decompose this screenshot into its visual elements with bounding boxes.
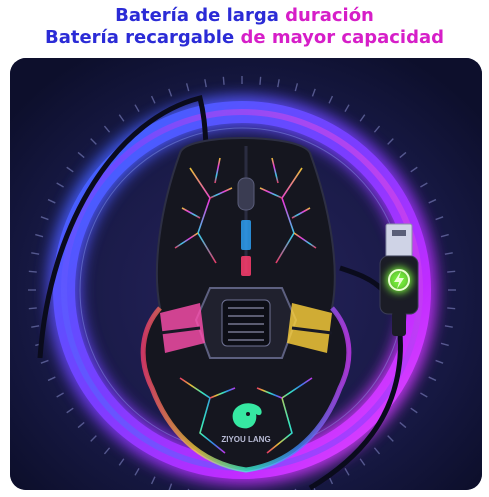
dial-tick	[90, 138, 97, 145]
dial-tick	[399, 421, 407, 429]
dial-tick	[328, 95, 334, 104]
dial-tick	[373, 447, 381, 455]
dial-tick	[77, 421, 85, 429]
dial-tick	[28, 270, 37, 273]
dragon-logo-icon	[232, 403, 262, 429]
dial-tick	[103, 447, 111, 455]
dial-tick	[435, 216, 444, 221]
dial-tick	[440, 233, 449, 238]
dial-tick	[447, 307, 456, 310]
dial-tick	[399, 151, 407, 159]
dial-tick	[420, 182, 428, 188]
headline-line-2: Batería recargable de mayor capacidad	[0, 27, 489, 49]
dial-tick	[35, 233, 44, 238]
dial-tick	[359, 114, 366, 122]
dial-tick	[440, 342, 449, 347]
dial-tick	[410, 407, 418, 414]
gaming-mouse	[140, 137, 352, 473]
dial-tick	[387, 138, 394, 145]
headline-line-1: Batería de larga duración	[0, 5, 489, 27]
dial-tick	[373, 125, 381, 133]
dial-tick	[66, 407, 74, 414]
dial-tick-marks	[28, 76, 456, 490]
dial-tick	[47, 198, 56, 204]
dial-tick	[447, 270, 456, 273]
dial-tick	[277, 79, 280, 88]
dial-tick	[294, 83, 299, 92]
dial-tick	[118, 458, 125, 466]
dial-tick	[168, 483, 173, 490]
headline-line-1-magenta: duración	[285, 5, 374, 26]
dial-tick	[410, 166, 418, 173]
dial-tick	[387, 435, 394, 442]
dial-tick	[359, 458, 366, 466]
dial-tick	[31, 252, 40, 255]
dial-tick	[134, 104, 140, 112]
headline-line-2-magenta: de mayor capacidad	[240, 27, 445, 48]
dial-tick	[31, 325, 40, 328]
headline-line-2-blue: Batería recargable	[44, 27, 241, 48]
dial-tick	[428, 198, 437, 204]
dial-tick	[344, 104, 350, 112]
dial-tick	[428, 376, 437, 382]
dial-tick	[444, 325, 453, 328]
dial-tick	[77, 151, 85, 159]
dial-tick	[344, 468, 350, 476]
dial-tick	[90, 435, 97, 442]
dial-tick	[28, 307, 37, 310]
product-scene: ZIYOU LANG	[10, 58, 482, 490]
dial-tick	[204, 79, 207, 88]
dial-tick	[150, 95, 156, 104]
dial-tick	[103, 125, 111, 133]
dial-tick	[40, 216, 49, 221]
dial-tick	[40, 359, 49, 364]
dial-tick	[134, 468, 140, 476]
dial-tick	[222, 76, 225, 85]
dial-tick	[47, 376, 56, 382]
scroll-wheel	[237, 177, 255, 211]
brand-text: ZIYOU LANG	[221, 435, 270, 444]
headline-line-1-blue: Batería de larga	[115, 5, 286, 26]
dial-tick	[435, 359, 444, 364]
dial-tick	[150, 476, 156, 485]
product-illustration: ZIYOU LANG	[10, 58, 482, 490]
dial-tick	[56, 182, 64, 188]
lightning-charge-icon	[386, 267, 412, 293]
usb-cable-charging	[308, 265, 403, 490]
dial-tick	[444, 252, 453, 255]
dial-tick	[185, 83, 190, 92]
dial-tick	[118, 114, 125, 122]
dial-tick	[66, 166, 74, 173]
dial-tick	[311, 88, 316, 97]
dial-tick	[259, 76, 262, 85]
dial-tick	[56, 392, 64, 398]
dial-tick	[420, 392, 428, 398]
dial-tick	[168, 88, 173, 97]
